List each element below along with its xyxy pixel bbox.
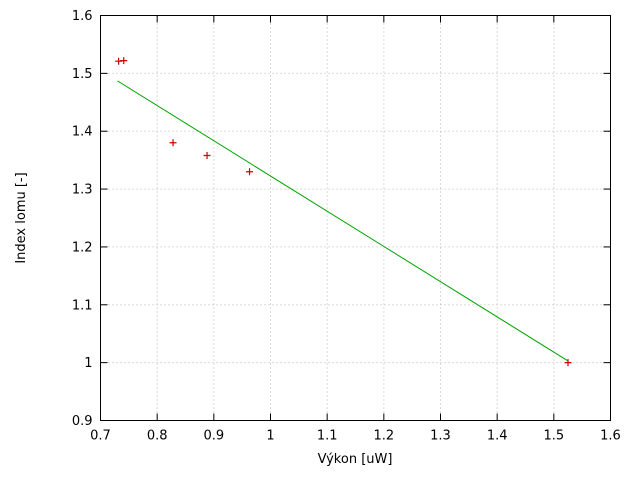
x-tick-label: 1.1	[317, 429, 338, 444]
tick-labels: 0.7 0.8 0.9 1 1.1 1.2 1.3 1.4 1.5 1.6 0.9 1 1.1 1.2 1.…	[72, 9, 621, 444]
data-series	[115, 57, 572, 367]
plot-border	[100, 15, 611, 421]
x-axis-label: Výkon [uW]	[318, 452, 393, 467]
data-point-marker	[169, 139, 177, 147]
x-tick-label: 1.6	[600, 429, 621, 444]
y-tick-label: 1.2	[72, 240, 93, 255]
data-point-marker	[120, 57, 128, 65]
x-tick-label: 0.7	[90, 429, 111, 444]
data-point-marker	[246, 168, 254, 176]
data-point-marker	[203, 152, 211, 160]
y-tick-label: 1.5	[72, 67, 93, 82]
y-axis-label: Index lomu [-]	[14, 172, 29, 263]
y-tick-label: 0.9	[72, 414, 93, 429]
tick-marks	[100, 15, 611, 421]
grid-lines	[100, 15, 611, 421]
fit-line	[117, 80, 569, 362]
y-tick-label: 1.4	[72, 125, 93, 140]
data-point-marker	[564, 359, 572, 367]
x-tick-label: 0.9	[203, 429, 224, 444]
y-tick-label: 1.3	[72, 183, 93, 198]
x-tick-label: 1.5	[543, 429, 564, 444]
x-tick-label: 0.8	[147, 429, 168, 444]
x-tick-label: 1	[266, 429, 274, 444]
plot-box	[100, 15, 611, 421]
y-tick-label: 1.1	[72, 298, 93, 313]
y-tick-label: 1	[84, 356, 92, 371]
x-tick-label: 1.4	[487, 429, 508, 444]
x-tick-label: 1.3	[430, 429, 451, 444]
x-tick-label: 1.2	[373, 429, 394, 444]
y-tick-label: 1.6	[72, 9, 93, 24]
